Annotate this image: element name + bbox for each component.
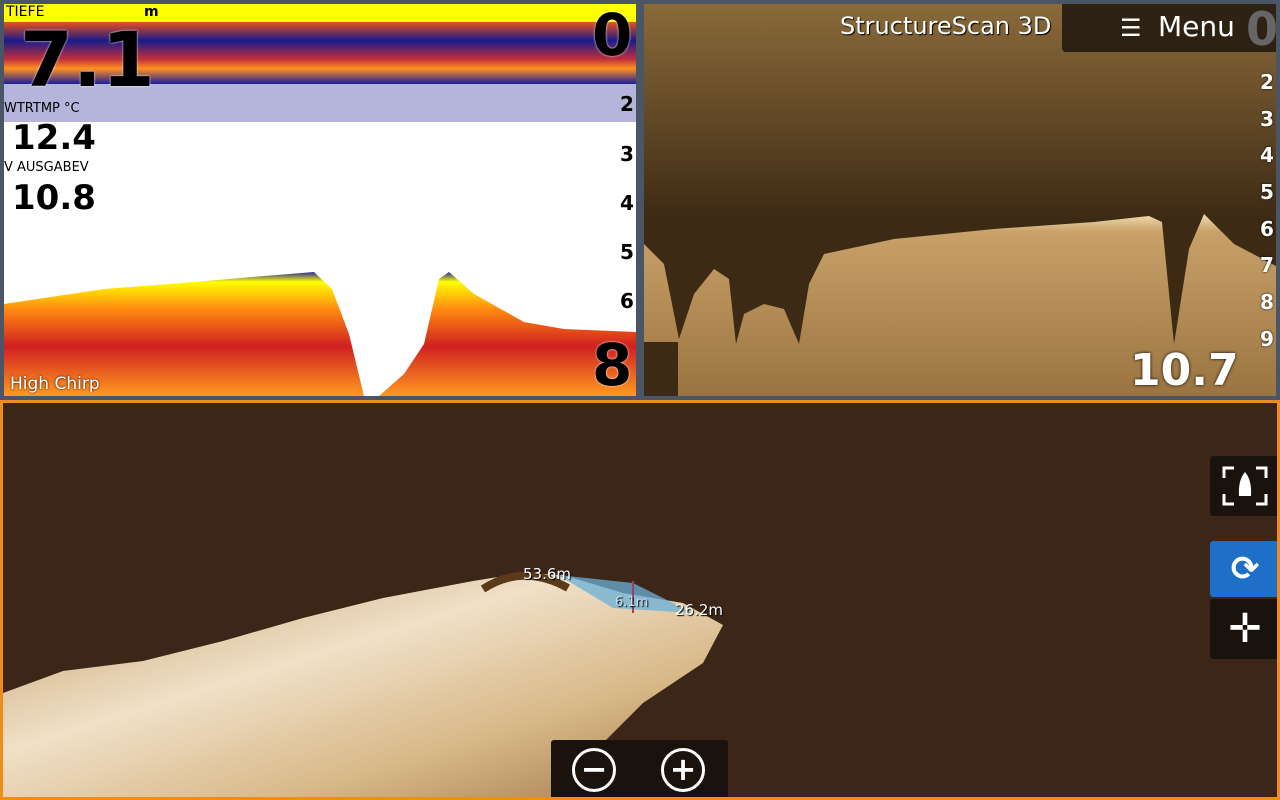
scale-2: 2 [620,92,634,116]
depth-value: 10.7 [1130,345,1239,396]
scale-5: 5 [620,240,634,264]
scale-4: 4 [1260,143,1274,167]
structurescan-panel[interactable]: StructureScan 3D ☰ Menu 0 2 3 4 5 6 7 8 … [644,4,1276,396]
structurescan-image [644,4,1276,396]
depth-label: TIEFE [6,4,45,20]
range-bottom: 8 [592,331,633,396]
measure-right: 26.2m [675,601,724,619]
menu-label: Menu [1158,10,1235,43]
water-temp-value: 12.4 [12,118,96,158]
zoom-out-button[interactable]: − [572,748,616,792]
scale-2: 2 [1260,70,1274,94]
depth-value: 7.1 [20,15,155,104]
scale-4: 4 [620,191,634,215]
scale-3: 3 [620,142,634,166]
range-top: 0 [592,4,633,69]
voltage-label: V AUSGABEV [4,160,89,175]
sonar-panel[interactable]: TIEFE m 7.1 WTRTMP °C 12.4 V AUSGABEV 10… [4,4,636,396]
sonar-echo-image [4,22,636,396]
scale-8: 8 [1260,290,1274,314]
panel-title: StructureScan 3D [840,12,1052,40]
rotate-button[interactable]: ⟳ [1210,541,1277,597]
frequency-label: High Chirp [10,374,100,394]
zoom-controls: − + [551,740,728,797]
scale-3: 3 [1260,107,1274,131]
minus-icon: − [580,750,608,788]
hamburger-icon: ☰ [1120,14,1142,42]
scale-6: 6 [1260,217,1274,241]
measure-depth: 6.1m [615,595,649,610]
3d-terrain [3,571,723,797]
scale-6: 6 [620,289,634,313]
scale-9: 9 [1260,327,1274,351]
crosshair-move-icon: ✛ [1228,606,1262,652]
depth-unit: m [144,4,159,20]
scale-7: 7 [1260,253,1274,277]
rotate-icon: ⟳ [1230,549,1260,589]
measure-left: 53.6m [523,565,572,583]
voltage-value: 10.8 [12,178,96,218]
move-button[interactable]: ✛ [1210,599,1277,659]
water-temp-label: WTRTMP °C [4,101,80,116]
structurescan-3d-panel[interactable]: 53.6m 6.1m 26.2m ⟳ ✛ − + [0,400,1280,800]
plus-icon: + [669,750,697,788]
boat-center-button[interactable] [1210,456,1277,516]
zoom-in-button[interactable]: + [661,748,705,792]
scale-5: 5 [1260,180,1274,204]
range-top: 0 [1246,4,1276,56]
boat-center-icon [1222,466,1268,506]
depth-header-bar [4,4,636,22]
menu-button[interactable]: ☰ Menu [1062,4,1276,52]
